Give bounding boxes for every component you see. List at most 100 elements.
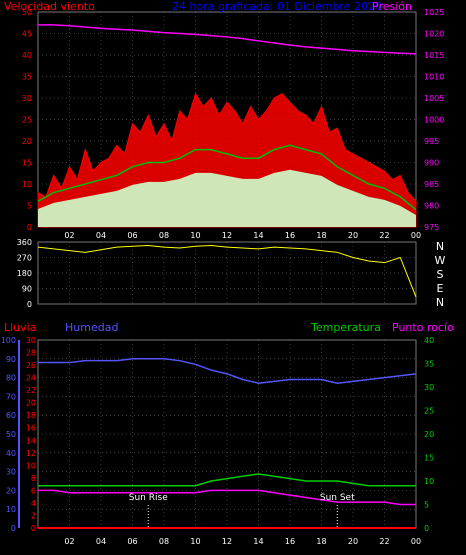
bottom-x-tick: 02 xyxy=(64,537,74,546)
wind-y-tick: 50 xyxy=(22,8,32,17)
temp-y-tick: 40 xyxy=(424,336,434,345)
pressure-y-tick: 975 xyxy=(424,223,439,232)
sun-set-label: Sun Set xyxy=(320,493,355,503)
dewpoint-line xyxy=(38,489,416,506)
wind-x-tick: 00 xyxy=(411,231,421,240)
direction-y-tick: 180 xyxy=(17,269,32,278)
rain-y-tick: 18 xyxy=(26,411,36,420)
humidity-y-ticks: 0 10 20 30 40 50 60 70 80 90 100 xyxy=(1,336,16,533)
humidity-y-tick: 0 xyxy=(11,524,16,533)
direction-y-tick: 270 xyxy=(17,254,32,263)
direction-series xyxy=(37,244,417,298)
bottom-x-tick: 04 xyxy=(96,537,106,546)
rain-y-tick: 14 xyxy=(26,436,36,445)
wind-x-tick: 08 xyxy=(159,231,169,240)
bottom-x-ticks: 02 04 06 08 10 12 14 16 18 20 22 00 xyxy=(64,537,421,546)
temp-y-tick: 5 xyxy=(424,501,429,510)
wind-y-tick: 45 xyxy=(22,30,32,39)
wind-y-tick: 35 xyxy=(22,73,32,82)
pressure-y-ticks: 975 980 985 990 995 1000 1005 1010 1015 1020 1025 xyxy=(424,8,444,232)
pressure-line xyxy=(38,24,417,55)
wind-y-tick: 5 xyxy=(27,202,32,211)
wind-x-tick: 06 xyxy=(127,231,137,240)
pressure-y-tick: 1010 xyxy=(424,73,444,82)
rain-y-tick: 0 xyxy=(31,524,36,533)
humidity-label: Humedad xyxy=(65,321,118,334)
rain-y-tick: 16 xyxy=(26,424,36,433)
temp-y-tick: 25 xyxy=(424,407,434,416)
temp-y-tick: 10 xyxy=(424,477,434,486)
rain-y-tick: 20 xyxy=(26,399,36,408)
bottom-x-tick: 14 xyxy=(253,537,263,546)
humidity-y-tick: 20 xyxy=(6,486,16,495)
humidity-y-tick: 10 xyxy=(6,505,16,514)
wind-y-tick: 40 xyxy=(22,51,32,60)
humidity-y-tick: 100 xyxy=(1,336,16,345)
bottom-grid xyxy=(18,340,417,528)
wind-x-tick: 16 xyxy=(285,231,295,240)
wind-average-line xyxy=(37,144,417,211)
rain-y-tick: 2 xyxy=(31,511,36,520)
bottom-series xyxy=(38,358,417,529)
wind-low-area xyxy=(38,169,416,227)
wind-y-ticks: 0 5 10 15 20 25 30 35 40 45 50 xyxy=(22,8,32,232)
sun-rise-label: Sun Rise xyxy=(129,493,168,503)
compass-label: E xyxy=(437,282,444,295)
wind-x-tick: 12 xyxy=(222,231,232,240)
rain-y-tick: 8 xyxy=(31,474,36,483)
wind-series xyxy=(37,24,417,228)
bottom-x-tick: 18 xyxy=(316,537,326,546)
bottom-x-tick: 08 xyxy=(159,537,169,546)
rain-y-tick: 26 xyxy=(26,361,36,370)
wind-x-tick: 04 xyxy=(96,231,106,240)
rain-y-tick: 30 xyxy=(26,336,36,345)
direction-grid xyxy=(38,241,417,305)
humidity-y-tick: 80 xyxy=(6,374,16,383)
wind-x-ticks: 02 04 06 08 10 12 14 16 18 20 22 00 xyxy=(64,231,421,240)
temp-y-tick: 15 xyxy=(424,454,434,463)
wind-x-tick: 02 xyxy=(64,231,74,240)
wind-x-tick: 22 xyxy=(379,231,389,240)
wind-y-tick: 30 xyxy=(22,94,32,103)
pressure-y-tick: 980 xyxy=(424,202,439,211)
bottom-x-tick: 20 xyxy=(348,537,358,546)
bottom-x-tick: 10 xyxy=(190,537,200,546)
rain-y-tick: 10 xyxy=(26,461,36,470)
pressure-y-tick: 1020 xyxy=(424,30,444,39)
temp-y-tick: 30 xyxy=(424,383,434,392)
wind-x-tick: 20 xyxy=(348,231,358,240)
chart-date-title: 24 hora graficada: 01 Diciembre 2020 xyxy=(172,0,382,13)
compass-label: N xyxy=(436,240,444,253)
compass-label: W xyxy=(435,254,446,267)
wind-pressure-panel: Velocidad viento 24 hora graficada: 01 D… xyxy=(4,0,444,240)
wind-x-tick: 10 xyxy=(190,231,200,240)
bottom-x-tick: 16 xyxy=(285,537,295,546)
humidity-line xyxy=(38,358,417,385)
pressure-title: Presión xyxy=(372,0,412,13)
temp-y-ticks: 0 5 10 15 20 25 30 35 40 xyxy=(424,336,434,533)
pressure-y-tick: 990 xyxy=(424,159,439,168)
wind-y-tick: 0 xyxy=(27,223,32,232)
wind-y-tick: 25 xyxy=(22,116,32,125)
pressure-y-tick: 1025 xyxy=(424,8,444,17)
pressure-y-tick: 1015 xyxy=(424,51,444,60)
rain-y-tick: 6 xyxy=(31,486,36,495)
direction-y-tick: 0 xyxy=(27,300,32,309)
pressure-y-tick: 985 xyxy=(424,180,439,189)
wind-speed-title: Velocidad viento xyxy=(4,0,95,13)
wind-x-tick: 18 xyxy=(316,231,326,240)
rain-y-tick: 22 xyxy=(26,386,36,395)
wind-y-tick: 20 xyxy=(22,137,32,146)
pressure-y-tick: 1000 xyxy=(424,116,444,125)
compass-label: N xyxy=(436,296,444,309)
direction-y-tick: 90 xyxy=(22,285,32,294)
humidity-y-tick: 70 xyxy=(6,392,16,401)
humidity-y-tick: 30 xyxy=(6,468,16,477)
bottom-x-tick: 12 xyxy=(222,537,232,546)
temperature-label: Temperatura xyxy=(310,321,381,334)
bottom-x-tick: 22 xyxy=(379,537,389,546)
